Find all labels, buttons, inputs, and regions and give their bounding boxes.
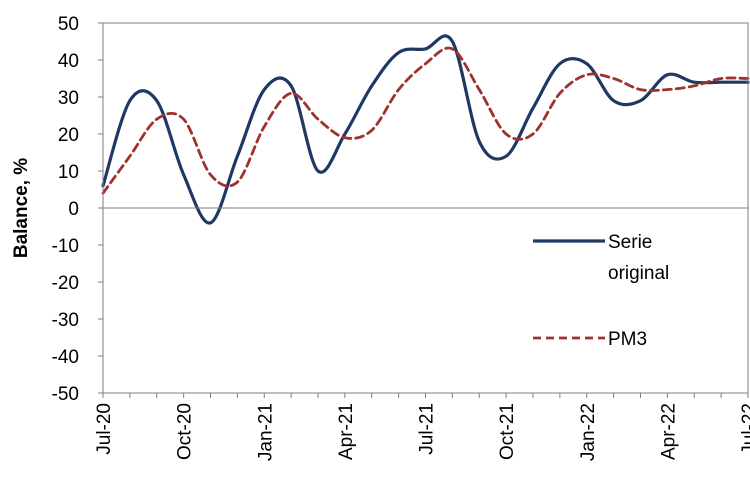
x-tick-label: Oct-21 bbox=[497, 403, 518, 460]
series-line-serie-original bbox=[101, 34, 750, 225]
y-tick-label: -20 bbox=[52, 273, 79, 294]
legend-label-pm3: PM3 bbox=[608, 329, 647, 350]
series-layer bbox=[101, 34, 750, 225]
x-tick-label: Apr-22 bbox=[658, 403, 679, 460]
x-tick-label: Jul-20 bbox=[94, 403, 115, 455]
legend-label-serie-original-line1: Serie bbox=[608, 232, 652, 253]
legend: Serie original PM3 bbox=[533, 232, 669, 350]
x-tick-label: Oct-20 bbox=[175, 403, 196, 460]
y-tick-label: -30 bbox=[52, 310, 79, 331]
y-axis-ticks bbox=[98, 22, 103, 394]
y-tick-label: -10 bbox=[52, 236, 79, 257]
y-tick-label: 20 bbox=[58, 125, 79, 146]
y-tick-label: 0 bbox=[68, 199, 79, 220]
x-axis-tick-labels: Jul-20 Oct-20 Jan-21 Apr-21 Jul-21 Oct-21 Jan-… bbox=[94, 403, 750, 461]
y-tick-label: -50 bbox=[52, 384, 79, 405]
x-tick-label: Jan-21 bbox=[255, 403, 276, 461]
x-tick-label: Apr-21 bbox=[336, 403, 357, 460]
x-axis-ticks bbox=[102, 393, 749, 398]
y-tick-label: 50 bbox=[58, 14, 79, 35]
x-tick-label: Jul-21 bbox=[417, 403, 438, 455]
y-tick-label: 40 bbox=[58, 51, 79, 72]
y-axis-title: Balance, % bbox=[11, 158, 32, 258]
y-tick-label: 30 bbox=[58, 88, 79, 109]
series-line-pm3 bbox=[101, 46, 750, 195]
x-tick-label: Jan-22 bbox=[578, 403, 599, 461]
y-axis-tick-labels: 50 40 30 20 10 0 -10 -20 -30 -40 -50 bbox=[52, 14, 79, 405]
legend-label-serie-original-line2: original bbox=[608, 263, 669, 284]
x-tick-label: Jul-22 bbox=[739, 403, 750, 455]
y-tick-label: 10 bbox=[58, 162, 79, 183]
y-tick-label: -40 bbox=[52, 347, 79, 368]
